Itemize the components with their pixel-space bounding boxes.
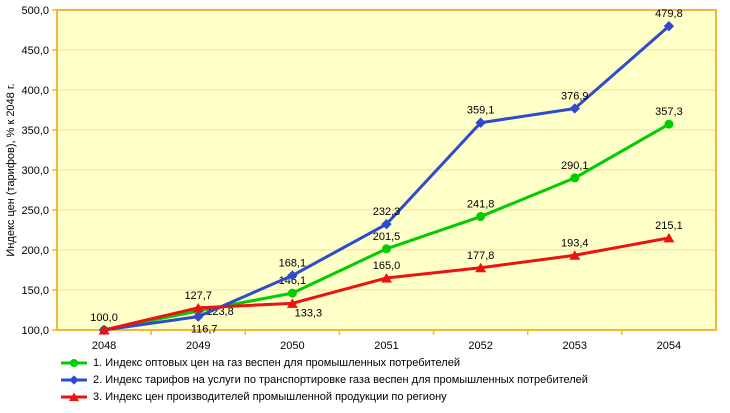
y-tick-label: 200,0 (21, 245, 49, 257)
triangle-marker-icon (69, 392, 79, 402)
legend-item-industrial-producer-price-index: 3. Индекс цен производителей промышленно… (60, 390, 588, 404)
y-tick-label: 300,0 (21, 165, 49, 177)
data-label: 193,4 (561, 237, 589, 249)
y-tick-label: 400,0 (21, 85, 49, 97)
triangle-marker-icon (286, 298, 298, 308)
series-2: 116,7 168,1 232,3 359,1 376,9 479,8 (98, 8, 683, 336)
legend-item-gas-transport-tariff-index: 2. Индекс тарифов на услуги по транспорт… (60, 373, 588, 387)
data-label: 359,1 (467, 105, 495, 117)
circle-marker-icon (570, 173, 580, 183)
circle-marker-icon (382, 244, 391, 254)
x-tick-label: 2048 (92, 340, 116, 352)
circle-marker-icon (664, 119, 674, 129)
diamond-marker-icon (287, 270, 298, 281)
circle-marker-icon (69, 358, 79, 368)
data-label: 201,5 (373, 231, 401, 243)
data-label: 168,1 (279, 258, 307, 270)
legend-label: 3. Индекс цен производителей промышленно… (93, 391, 447, 403)
data-label: 241,8 (467, 199, 495, 211)
data-label: 133,3 (295, 307, 323, 319)
legend-label: 1. Индекс оптовых цен на газ веспен для … (93, 357, 460, 369)
legend-marker-diamond-icon (61, 375, 87, 385)
triangle-marker-icon (475, 262, 487, 273)
x-tick-label: 2054 (657, 340, 681, 352)
data-label: 165,0 (373, 260, 401, 272)
triangle-marker-icon (381, 273, 392, 283)
triangle-marker-icon (663, 232, 675, 243)
circle-marker-icon (287, 288, 297, 298)
data-label: 215,1 (655, 220, 683, 232)
diamond-marker-icon (475, 117, 486, 128)
data-label: 100,0 (90, 312, 118, 324)
legend-item-wholesale-gas-price-index: 1. Индекс оптовых цен на газ веспен для … (60, 356, 588, 370)
x-tick-label: 2049 (186, 340, 210, 352)
y-tick-label: 450,0 (21, 45, 49, 57)
data-label: 376,9 (561, 90, 589, 102)
y-tick-label: 350,0 (21, 125, 49, 137)
y-tick-label: 250,0 (21, 205, 49, 217)
diamond-marker-icon (381, 218, 392, 230)
diamond-marker-icon (193, 311, 204, 322)
series-3: 100,0 127,7 133,3 165,0 177,8 193,4 215,1 (90, 220, 683, 335)
triangle-marker-icon (98, 325, 110, 335)
data-label: 357,3 (655, 106, 683, 118)
x-tick-label: 2053 (563, 340, 587, 352)
diamond-marker-icon (663, 20, 675, 32)
y-tick-label: 500,0 (21, 5, 49, 17)
x-tick-label: 2050 (280, 340, 304, 352)
x-tick-label: 2052 (468, 340, 492, 352)
data-label: 177,8 (467, 250, 495, 262)
y-tick-label: 150,0 (21, 285, 49, 297)
triangle-marker-icon (192, 302, 204, 313)
data-label: 479,8 (655, 8, 683, 20)
x-tick-label: 2051 (374, 340, 398, 352)
data-label: 232,3 (373, 206, 401, 218)
legend: 1. Индекс оптовых цен на газ веспен для … (60, 356, 588, 404)
legend-marker-triangle-icon (61, 392, 87, 402)
data-label: 116,7 (191, 324, 218, 336)
data-label: 127,7 (184, 290, 212, 302)
legend-label: 2. Индекс тарифов на услуги по транспорт… (93, 374, 588, 386)
diamond-marker-icon (69, 375, 79, 385)
circle-marker-icon (476, 212, 486, 222)
triangle-marker-icon (569, 250, 581, 260)
data-label: 290,1 (561, 160, 589, 172)
y-tick-label: 100,0 (21, 325, 49, 337)
legend-marker-circle-icon (61, 358, 87, 368)
diamond-marker-icon (569, 103, 580, 114)
